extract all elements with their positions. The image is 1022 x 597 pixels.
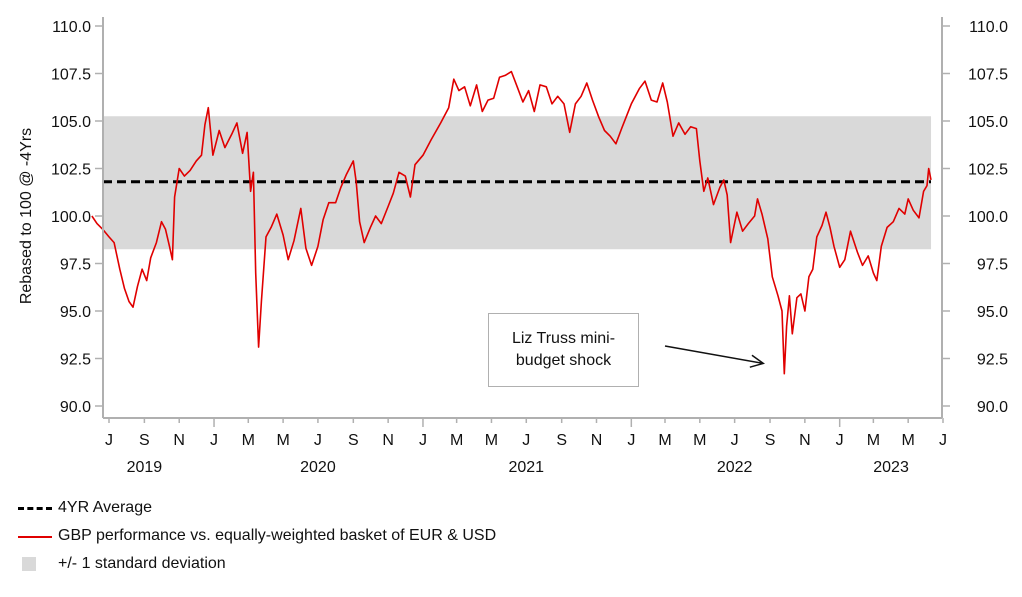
x-tick-label: N [382, 432, 394, 449]
x-tick-label: M [693, 432, 706, 449]
y-axis-title: Rebased to 100 @ -4Yrs [18, 128, 35, 304]
red-line-swatch-icon [18, 529, 52, 543]
annotation-box: Liz Truss mini- budget shock [488, 313, 639, 387]
legend-item-gbp: GBP performance vs. equally-weighted bas… [18, 522, 496, 550]
x-tick-label: M [242, 432, 255, 449]
y-tick-label-left: 110.0 [52, 19, 91, 36]
x-tick-label: J [731, 432, 739, 449]
x-tick-label: J [939, 432, 947, 449]
grey-box-swatch-icon [18, 557, 52, 571]
y-tick-label-right: 110.0 [969, 19, 1008, 36]
x-tick-label: M [658, 432, 671, 449]
legend-label-band: +/- 1 standard deviation [58, 555, 226, 572]
x-axis-year-labels: 2019 2020 2021 2022 2023 [127, 459, 909, 476]
y-tick-label-right: 102.5 [968, 162, 1008, 179]
y-tick-label-right: 92.5 [977, 352, 1008, 369]
x-tick-label: M [902, 432, 915, 449]
chart-canvas: 90.0 92.5 95.0 97.5 100.0 102.5 105.0 107.5 110.… [18, 17, 1008, 476]
x-year-label: 2023 [873, 459, 909, 476]
legend-item-average: 4YR Average [18, 494, 496, 522]
gbp-series-layer [91, 70, 932, 375]
x-year-label: 2019 [127, 459, 163, 476]
legend-label-average: 4YR Average [58, 499, 152, 516]
legend: 4YR Average GBP performance vs. equally-… [18, 494, 496, 578]
x-tick-label: S [765, 432, 776, 449]
x-tick-label: M [450, 432, 463, 449]
gbp-series-line [91, 70, 932, 375]
y-tick-label-left: 92.5 [60, 352, 91, 369]
y-tick-label-left: 90.0 [60, 399, 91, 416]
x-tick-label: S [348, 432, 359, 449]
y-tick-label-right: 100.0 [968, 209, 1008, 226]
y-tick-label-right: 107.5 [968, 67, 1008, 84]
dashed-line-swatch-icon [18, 501, 52, 515]
y-tick-label-left: 97.5 [60, 257, 91, 274]
x-year-label: 2022 [717, 459, 753, 476]
legend-label-gbp: GBP performance vs. equally-weighted bas… [58, 527, 497, 544]
annotation-arrow [664, 345, 766, 368]
x-tick-label: N [591, 432, 603, 449]
x-tick-label: J [522, 432, 530, 449]
y-tick-label-left: 100.0 [51, 209, 91, 226]
y-axis-right-ticks: 90.0 92.5 95.0 97.5 100.0 102.5 105.0 107.5 110.… [942, 19, 1008, 416]
y-tick-label-left: 105.0 [51, 114, 91, 131]
x-year-label: 2020 [300, 459, 336, 476]
y-tick-label-right: 105.0 [968, 114, 1008, 131]
y-tick-label-left: 102.5 [51, 162, 91, 179]
y-tick-label-left: 95.0 [60, 304, 91, 321]
x-tick-label: M [485, 432, 498, 449]
x-tick-label: J [105, 432, 113, 449]
x-tick-label: J [314, 432, 322, 449]
annotation-line-1: Liz Truss mini- [511, 330, 616, 347]
y-tick-label-right: 95.0 [977, 304, 1008, 321]
y-tick-label-right: 97.5 [977, 257, 1008, 274]
x-tick-label: M [276, 432, 289, 449]
x-tick-label: S [556, 432, 567, 449]
axes-layer [102, 17, 943, 419]
x-tick-label: S [139, 432, 150, 449]
annotation-arrow-shaft [664, 345, 764, 365]
arrow-head-icon [749, 354, 766, 368]
x-tick-label: J [627, 432, 635, 449]
x-tick-label: N [173, 432, 185, 449]
annotation-line-2: budget shock [515, 352, 612, 369]
x-tick-label: J [836, 432, 844, 449]
x-year-label: 2021 [508, 459, 544, 476]
x-tick-label: N [799, 432, 811, 449]
x-tick-label: J [419, 432, 427, 449]
x-tick-label: J [210, 432, 218, 449]
y-tick-label-right: 90.0 [977, 399, 1008, 416]
legend-item-band: +/- 1 standard deviation [18, 550, 496, 578]
y-axis-left-ticks: 90.0 92.5 95.0 97.5 100.0 102.5 105.0 107.5 110.… [51, 19, 103, 416]
x-tick-label: M [867, 432, 880, 449]
y-tick-label-left: 107.5 [51, 67, 91, 84]
